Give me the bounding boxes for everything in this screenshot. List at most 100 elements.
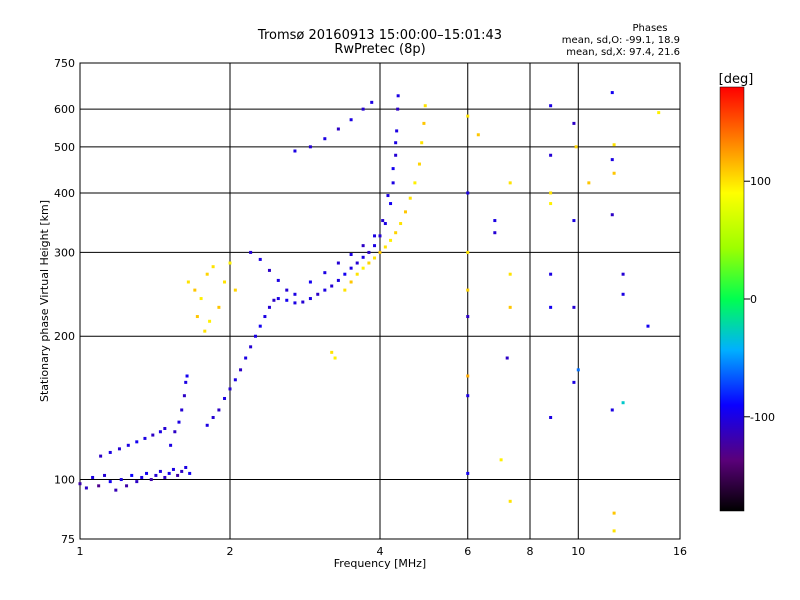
data-point [233, 288, 237, 292]
data-points [78, 91, 661, 533]
data-point [182, 394, 186, 398]
data-point [549, 415, 553, 419]
phases-title: Phases [632, 23, 667, 34]
data-point [203, 329, 207, 333]
data-point [308, 280, 312, 284]
data-point [330, 284, 334, 288]
data-point [343, 272, 347, 276]
data-point [355, 272, 359, 276]
y-tick-label: 300 [54, 246, 75, 259]
data-point [173, 430, 177, 434]
data-point [355, 261, 359, 265]
data-point [145, 471, 149, 475]
data-point [188, 471, 192, 475]
data-point [176, 473, 180, 477]
data-point [505, 356, 509, 360]
data-point [612, 171, 616, 175]
data-point [233, 378, 237, 382]
grid-lines [80, 63, 680, 539]
data-point [572, 305, 576, 309]
data-point [383, 245, 387, 249]
data-point [130, 473, 134, 477]
data-point [211, 415, 215, 419]
y-tick-label: 400 [54, 187, 75, 200]
data-point [267, 305, 271, 309]
data-point [466, 315, 470, 319]
data-point [223, 396, 227, 400]
data-point [97, 484, 101, 488]
data-point [158, 469, 162, 473]
data-point [323, 137, 327, 141]
data-point [572, 219, 576, 223]
data-point [91, 475, 95, 479]
data-point [574, 145, 578, 149]
data-point [389, 238, 393, 242]
data-point [308, 145, 312, 149]
data-point [108, 450, 112, 454]
data-point [193, 288, 197, 292]
data-point [263, 315, 267, 319]
data-point [389, 202, 393, 206]
data-point [211, 265, 215, 269]
data-point [228, 261, 232, 265]
data-point [383, 222, 387, 226]
data-point [361, 255, 365, 259]
data-point [466, 394, 470, 398]
data-point [549, 272, 553, 276]
data-point [267, 268, 271, 272]
data-point [508, 181, 512, 185]
chart-title: Tromsø 20160913 15:00:00–15:01:43 [257, 28, 502, 43]
data-point [587, 181, 591, 185]
data-point [258, 257, 262, 261]
data-point [399, 222, 403, 226]
x-tick-label: 8 [527, 545, 534, 558]
data-point [163, 426, 167, 430]
x-tick-label: 16 [673, 545, 687, 558]
y-tick-label: 500 [54, 141, 75, 154]
data-point [549, 153, 553, 157]
data-point [394, 231, 398, 235]
data-point [163, 475, 167, 479]
data-point [361, 107, 365, 111]
data-point [223, 280, 227, 284]
data-point [208, 319, 212, 323]
data-point [301, 300, 305, 304]
data-point [276, 278, 280, 282]
x-axis-ticks: 1 2 4 6 8 10 16 [77, 545, 688, 558]
data-point [508, 272, 512, 276]
data-point [466, 250, 470, 254]
data-point [180, 469, 184, 473]
data-point [258, 324, 262, 328]
data-point [396, 107, 400, 111]
data-point [349, 118, 353, 122]
data-point [180, 408, 184, 412]
data-point [610, 408, 614, 412]
data-point [126, 443, 130, 447]
y-tick-label: 750 [54, 57, 75, 70]
data-point [195, 315, 199, 319]
data-point [381, 219, 385, 223]
data-point [373, 234, 377, 238]
data-point [391, 181, 395, 185]
data-point [185, 374, 189, 378]
data-point [244, 356, 248, 360]
data-point [336, 278, 340, 282]
y-axis-label: Stationary phase Virtual Height [km] [38, 200, 51, 402]
data-point [217, 305, 221, 309]
data-point [276, 297, 280, 301]
data-point [336, 127, 340, 131]
data-point [108, 480, 112, 484]
data-point [323, 271, 327, 275]
data-point [143, 436, 147, 440]
data-point [177, 420, 181, 424]
data-point [367, 261, 371, 265]
data-point [149, 478, 153, 482]
data-point [370, 100, 374, 104]
x-tick-label: 2 [227, 545, 234, 558]
data-point [549, 202, 553, 206]
colorbar-tick-label: -100 [750, 411, 775, 424]
data-point [403, 210, 407, 214]
data-point [391, 167, 395, 171]
data-point [285, 288, 289, 292]
data-point [646, 324, 650, 328]
